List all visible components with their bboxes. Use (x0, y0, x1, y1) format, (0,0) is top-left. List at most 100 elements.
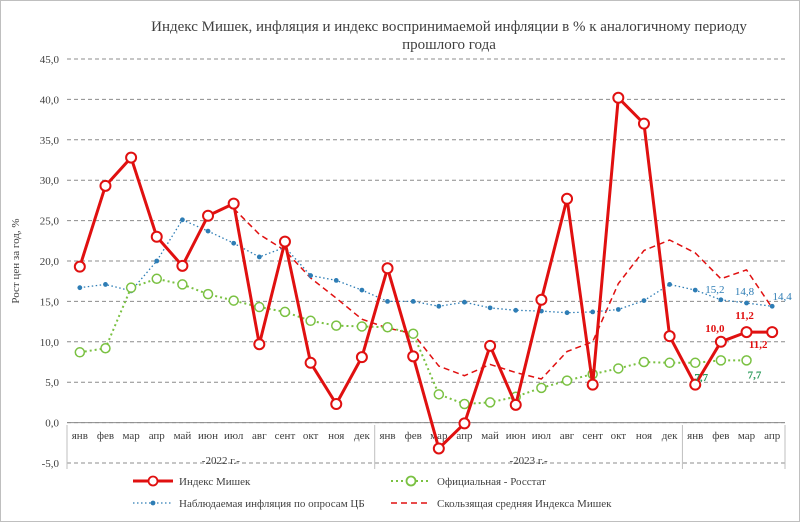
y-axis-label: Рост цен за год, % (10, 218, 22, 303)
x-category-label: ноя (636, 430, 652, 442)
x-category-label: дек (354, 430, 370, 442)
data-point (459, 398, 470, 410)
data-point (253, 338, 266, 351)
data-point (740, 326, 753, 339)
data-point (256, 254, 262, 260)
data-point (154, 258, 160, 264)
data-point (305, 315, 316, 327)
data-point (509, 398, 522, 411)
x-category-label: июн (506, 430, 526, 442)
data-point (612, 91, 625, 104)
data-label: 7,7 (694, 372, 708, 384)
data-point (637, 117, 650, 130)
data-point (586, 378, 599, 391)
x-category-label: янв (687, 430, 703, 442)
data-point (74, 347, 86, 358)
data-point (692, 287, 698, 293)
data-label: 11,2 (749, 339, 768, 351)
data-point (667, 282, 673, 287)
x-category-label: апр (456, 430, 473, 442)
series-lines (73, 91, 779, 455)
x-category-label: авг (252, 430, 267, 442)
series-3 (233, 207, 773, 380)
data-point (382, 322, 393, 333)
data-point (202, 288, 214, 300)
data-point (125, 151, 138, 164)
data-point (205, 228, 211, 234)
x-category-label: фев (712, 430, 729, 442)
legend-label: Скользящая средняя Индекса Мишек (437, 498, 612, 510)
x-category-label: мар (122, 430, 140, 442)
data-label: 11,2 (735, 310, 754, 322)
data-point (615, 307, 621, 312)
legend-marker (147, 475, 159, 487)
x-category-label: июл (532, 430, 552, 442)
data-point (433, 389, 445, 400)
year-group-label: -2023 г.- (510, 455, 548, 467)
y-tick-label: 40,0 (40, 94, 60, 106)
y-tick-label: 25,0 (40, 216, 60, 228)
data-point (151, 273, 162, 285)
y-tick-label: 20,0 (40, 256, 60, 268)
data-point (613, 363, 624, 374)
data-point (535, 293, 548, 306)
data-point (664, 357, 675, 369)
x-category-label: фев (405, 430, 422, 442)
legend-label: Официальная - Росстат (437, 476, 546, 488)
data-point (436, 303, 442, 309)
data-point (590, 309, 596, 315)
series-line (78, 96, 773, 450)
data-point (715, 355, 727, 366)
data-point (462, 299, 467, 305)
y-tick-label: 10,0 (40, 337, 60, 349)
legend-marker (150, 500, 156, 506)
data-point (125, 282, 137, 293)
data-point (356, 321, 368, 332)
x-category-label: апр (764, 430, 781, 442)
x-category-label: окт (303, 430, 319, 442)
data-point (432, 442, 445, 455)
data-point (689, 378, 702, 391)
data-point (769, 303, 775, 309)
chart-title-line-1: Индекс Мишек, инфляция и индекс восприни… (151, 19, 747, 35)
legend-label: Индекс Мишек (179, 476, 251, 488)
data-point (177, 279, 188, 290)
x-category-label: мар (738, 430, 756, 442)
series-line (79, 277, 747, 406)
data-point (308, 273, 314, 278)
legend-marker (405, 475, 417, 487)
y-tick-label: 5,0 (45, 377, 59, 389)
series-line (233, 207, 773, 380)
data-labels: 10,0 11,2 11,2 7,7 7,7 15,2 14,8 14,4 (694, 284, 792, 384)
data-point (73, 260, 86, 273)
y-tick-label: 35,0 (40, 135, 60, 147)
x-category-label: май (481, 430, 499, 442)
data-label: 10,0 (705, 323, 725, 335)
x-category-label: сент (275, 430, 296, 442)
x-category-label: дек (662, 430, 678, 442)
data-point (304, 356, 317, 369)
data-point (385, 299, 390, 304)
data-label: 14,4 (773, 291, 793, 303)
x-category-label: апр (149, 430, 166, 442)
x-category-label: янв (379, 430, 395, 442)
data-point (100, 343, 111, 354)
legend-label: Наблюдаемая инфляция по опросам ЦБ (179, 498, 365, 510)
data-point (77, 285, 83, 291)
x-category-label: ноя (328, 430, 344, 442)
data-point (638, 356, 650, 368)
data-point (663, 330, 676, 343)
data-point (641, 298, 647, 303)
data-point (227, 197, 240, 210)
data-point (458, 417, 471, 430)
y-tick-label: 15,0 (40, 296, 60, 308)
data-point (744, 300, 749, 306)
data-point (741, 355, 752, 366)
data-point (355, 351, 368, 364)
data-point (176, 259, 189, 272)
legend-item: Официальная - Росстат (391, 475, 546, 488)
data-point (410, 299, 416, 304)
data-point (202, 209, 215, 222)
data-point (228, 295, 239, 306)
